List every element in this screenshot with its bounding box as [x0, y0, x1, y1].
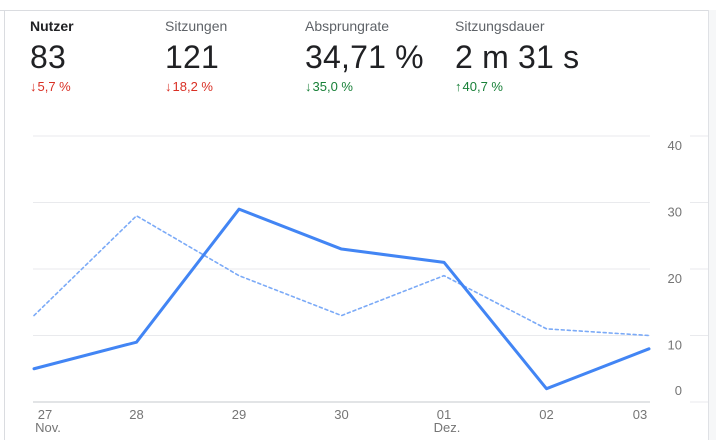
series-current-line [32, 207, 651, 391]
x-tick-month-label: Nov. [35, 420, 61, 435]
metric-delta-value: 5,7 % [37, 79, 71, 94]
x-tick-label: 03 [633, 407, 647, 422]
metric-delta: ↑40,7 % [455, 80, 579, 94]
x-tick-label: 27 [38, 407, 52, 422]
metric-delta-value: 35,0 % [312, 79, 353, 94]
metric-delta: ↓35,0 % [305, 80, 424, 94]
metric-label: Sitzungen [165, 18, 228, 34]
x-tick-label: 28 [129, 407, 143, 422]
metric-label: Sitzungsdauer [455, 18, 545, 34]
metric-value: 121 [165, 39, 219, 75]
metric-value: 83 [30, 39, 66, 75]
y-tick-label: 40 [668, 138, 682, 153]
metric-value: 2 m 31 s [455, 39, 580, 75]
y-axis-labels: 0 10 20 30 40 [668, 138, 682, 398]
metric-value: 34,71 % [305, 39, 424, 75]
metric-tab-sitzungen[interactable]: Sitzungen 121 ↓18,2 % [165, 19, 227, 94]
x-tick-label: 29 [232, 407, 246, 422]
card-right-border [708, 10, 709, 440]
card-top-border [0, 10, 716, 11]
down-arrow-icon: ↓ [165, 79, 172, 94]
metric-label: Nutzer [30, 18, 74, 34]
y-tick-label: 10 [668, 338, 682, 353]
up-arrow-icon: ↑ [455, 79, 462, 94]
metric-tab-absprungrate[interactable]: Absprungrate 34,71 % ↓35,0 % [305, 19, 424, 94]
x-tick-label: 02 [539, 407, 553, 422]
metric-delta-value: 40,7 % [462, 79, 503, 94]
metric-label: Absprungrate [305, 18, 390, 34]
y-tick-label: 20 [668, 271, 682, 286]
series-previous-line [33, 215, 650, 337]
x-tick-month-label: Dez. [434, 420, 461, 435]
card-left-border [4, 10, 5, 440]
down-arrow-icon: ↓ [30, 79, 37, 94]
metric-tab-nutzer[interactable]: Nutzer 83 ↓5,7 % [30, 19, 74, 94]
metric-delta: ↓5,7 % [30, 80, 74, 94]
metric-tab-sitzungsdauer[interactable]: Sitzungsdauer 2 m 31 s ↑40,7 % [455, 19, 579, 94]
x-tick-label: 30 [334, 407, 348, 422]
page-background-strip [709, 10, 716, 440]
metric-delta: ↓18,2 % [165, 80, 227, 94]
metric-delta-value: 18,2 % [172, 79, 213, 94]
gridlines [33, 135, 708, 403]
metrics-row: Nutzer 83 ↓5,7 % Sitzungen 121 ↓18,2 % Absprun… [0, 10, 716, 120]
y-tick-label: 0 [675, 383, 682, 398]
down-arrow-icon: ↓ [305, 79, 312, 94]
x-tick-label: 01 [437, 407, 451, 422]
y-tick-label: 30 [668, 205, 682, 220]
